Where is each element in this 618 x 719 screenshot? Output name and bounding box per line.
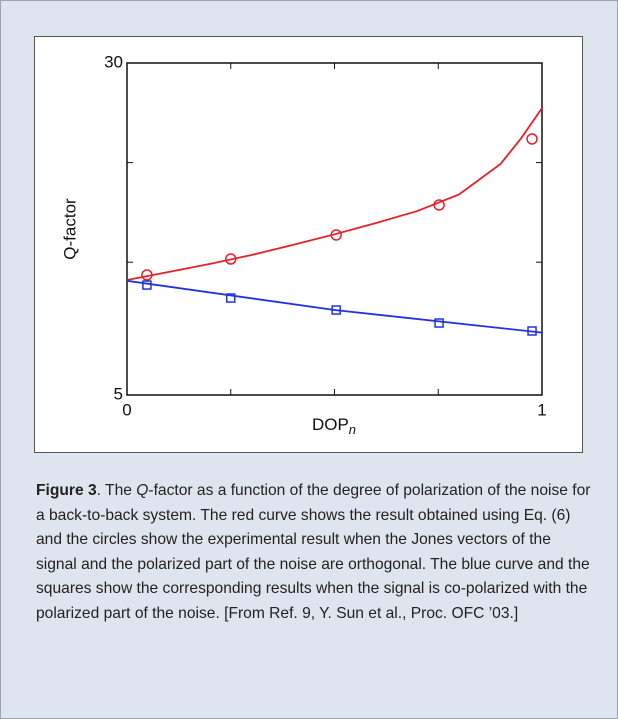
- caption-text: . The: [96, 482, 137, 499]
- plot-panel: [34, 36, 583, 453]
- y-axis-label: Q-factor: [60, 198, 79, 260]
- circle-marker: [433, 199, 445, 211]
- circle-marker: [330, 229, 342, 241]
- caption-label: Figure 3: [36, 482, 97, 499]
- caption-text: -factor as a function of the degree of p…: [36, 482, 591, 622]
- x-tick-label: 0: [122, 400, 131, 419]
- caption-text: Q: [136, 482, 149, 499]
- square-marker: [142, 280, 152, 290]
- square-marker: [527, 326, 537, 336]
- x-label-sub: n: [349, 422, 356, 437]
- caption: Figure 3. The Q-factor as a function of …: [36, 479, 591, 627]
- circle-marker: [225, 253, 237, 265]
- x-label-main: DOP: [312, 415, 349, 434]
- square-marker: [226, 293, 236, 303]
- curve: [126, 107, 543, 281]
- y-tick-label: 5: [114, 384, 123, 403]
- square-marker: [331, 305, 341, 315]
- circle-marker: [526, 133, 538, 145]
- x-axis-label: DOPn: [312, 415, 356, 437]
- square-marker: [434, 318, 444, 328]
- plot-frame: [126, 62, 543, 396]
- curve: [126, 279, 543, 334]
- circle-marker: [141, 269, 153, 281]
- x-tick-label: 1: [537, 400, 546, 419]
- y-tick-label: 30: [104, 52, 123, 71]
